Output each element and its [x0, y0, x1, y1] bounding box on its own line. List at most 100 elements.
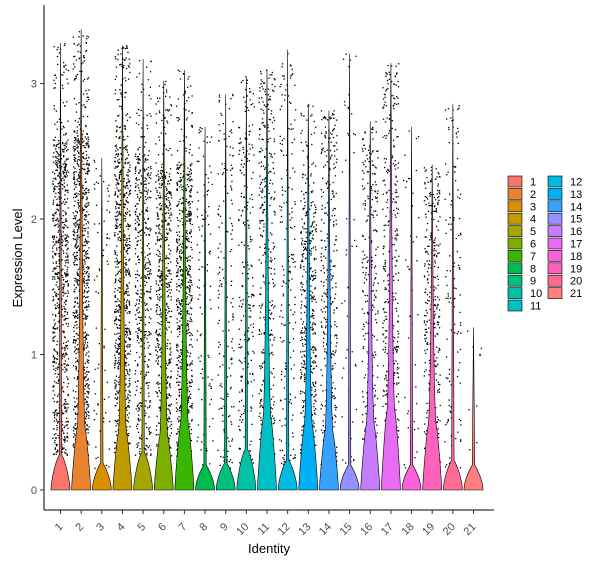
point — [139, 436, 141, 438]
point — [241, 241, 243, 243]
point — [170, 179, 172, 181]
point — [202, 155, 205, 157]
point — [78, 156, 80, 158]
point — [107, 190, 109, 192]
point — [187, 287, 189, 289]
point — [65, 452, 67, 454]
point — [85, 50, 87, 53]
point — [65, 219, 67, 221]
point — [86, 401, 88, 403]
point — [175, 407, 178, 409]
point — [87, 268, 89, 270]
point — [83, 189, 85, 192]
point — [253, 295, 255, 297]
point — [246, 204, 248, 207]
point — [86, 205, 88, 207]
point — [221, 386, 223, 388]
point — [179, 388, 181, 390]
point — [129, 240, 131, 243]
point — [180, 368, 182, 370]
point — [78, 248, 81, 250]
point — [184, 92, 186, 94]
point — [165, 274, 168, 277]
point — [66, 158, 68, 160]
point — [63, 447, 65, 449]
point — [191, 185, 193, 188]
point — [78, 313, 80, 315]
point — [128, 412, 130, 414]
point — [138, 162, 140, 164]
point — [122, 58, 124, 60]
point — [177, 270, 179, 272]
point — [223, 138, 225, 140]
point — [188, 210, 190, 212]
point — [117, 49, 119, 51]
point — [118, 182, 120, 185]
point — [63, 331, 65, 333]
point — [75, 157, 77, 159]
point — [84, 317, 87, 319]
point — [77, 121, 79, 123]
point — [178, 239, 180, 241]
point — [157, 395, 159, 397]
point — [86, 196, 88, 198]
point — [155, 162, 157, 164]
point — [84, 191, 86, 193]
point — [84, 136, 86, 138]
point — [209, 250, 211, 252]
point — [263, 223, 265, 225]
point — [57, 273, 59, 275]
point — [150, 288, 152, 290]
point — [251, 395, 254, 397]
point — [146, 267, 148, 270]
point — [87, 173, 89, 175]
point — [134, 205, 137, 207]
point — [243, 315, 245, 317]
point — [222, 456, 224, 458]
point — [76, 130, 79, 132]
point — [230, 284, 232, 287]
point — [57, 192, 60, 194]
point — [158, 224, 160, 226]
point — [55, 443, 57, 446]
point — [268, 98, 270, 100]
point — [189, 286, 191, 288]
point — [190, 439, 192, 442]
point — [242, 146, 244, 148]
point — [55, 160, 57, 162]
point — [260, 365, 262, 367]
point — [86, 242, 88, 244]
point — [56, 208, 58, 210]
point — [149, 272, 151, 274]
point — [264, 126, 266, 128]
point — [117, 233, 119, 235]
point — [63, 291, 65, 293]
point — [118, 383, 120, 386]
point — [178, 395, 180, 397]
point — [129, 338, 131, 340]
point — [75, 215, 77, 217]
point — [144, 264, 146, 266]
point — [200, 355, 202, 357]
point — [57, 382, 59, 384]
point — [177, 98, 179, 100]
point — [129, 368, 131, 371]
point — [157, 289, 159, 292]
point — [144, 336, 146, 339]
point — [56, 186, 58, 188]
point — [165, 195, 167, 198]
point — [79, 193, 81, 196]
point — [58, 310, 60, 312]
point — [186, 287, 188, 289]
point — [124, 96, 126, 98]
point — [170, 428, 172, 430]
point — [59, 176, 61, 178]
point — [201, 399, 203, 401]
point — [164, 213, 167, 215]
point — [77, 203, 79, 205]
point — [124, 309, 127, 312]
point — [58, 161, 61, 164]
point — [219, 366, 221, 368]
point — [146, 437, 148, 440]
point — [178, 375, 181, 378]
